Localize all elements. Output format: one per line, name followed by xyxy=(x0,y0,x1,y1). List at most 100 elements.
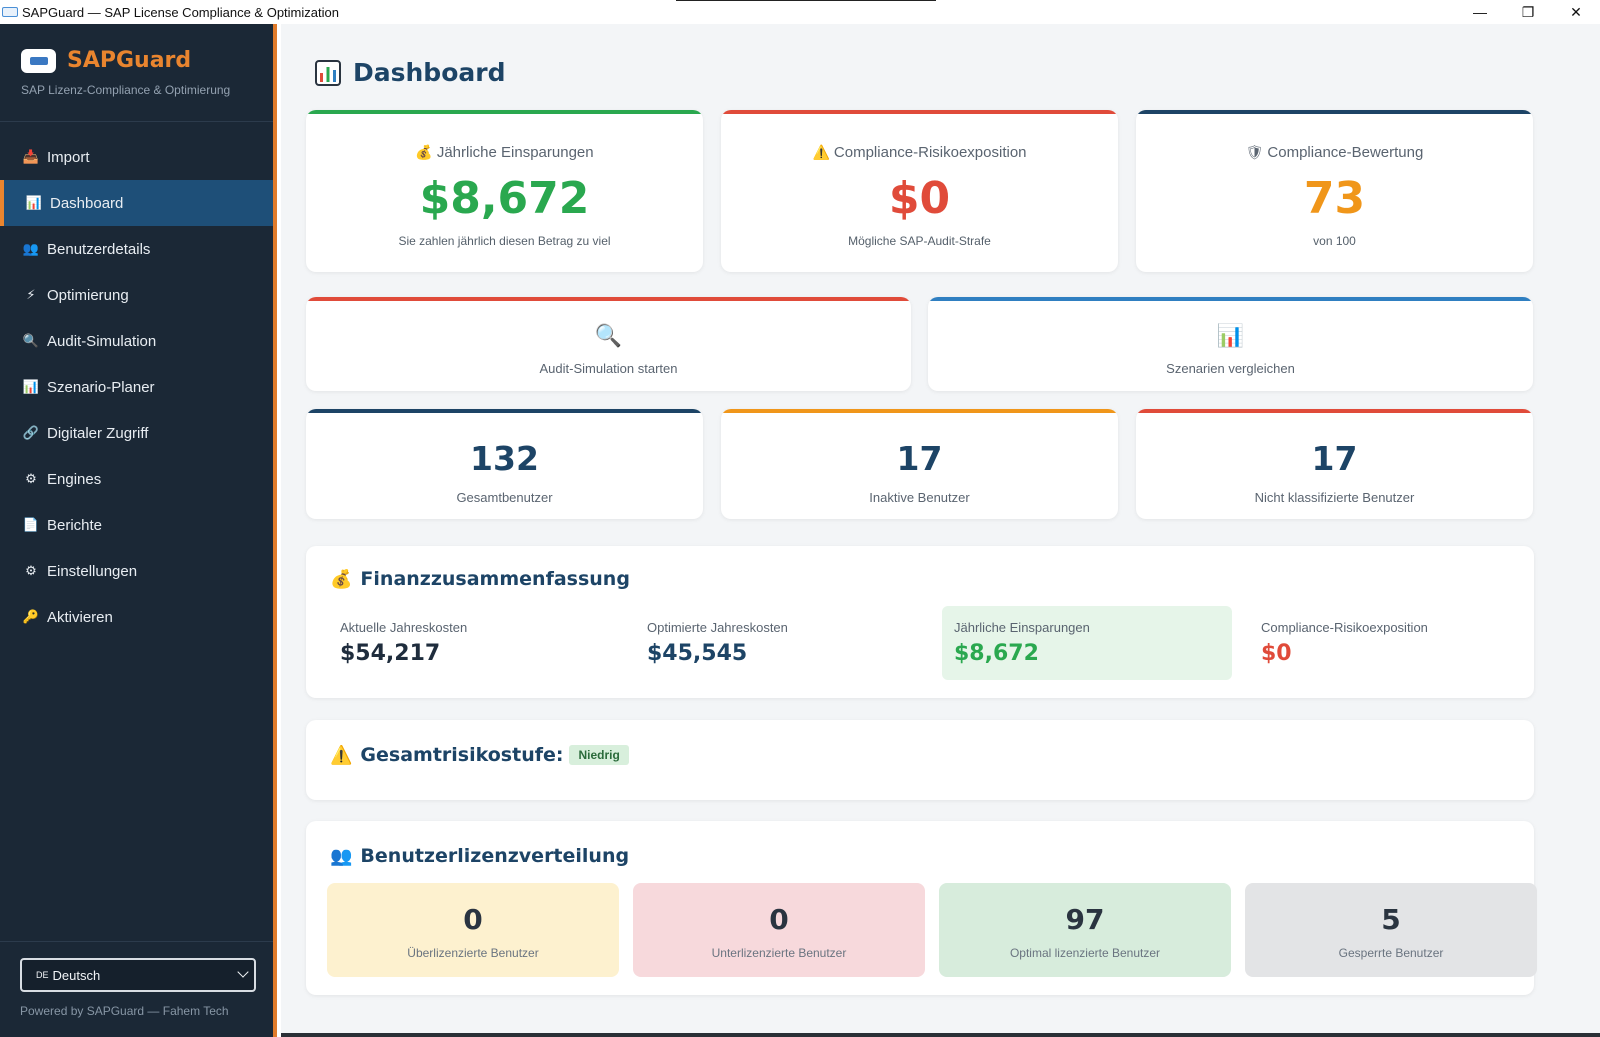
kpi-label: ⚠️ Compliance-Risikoexposition xyxy=(721,144,1118,161)
kpi-label: 💰 Jährliche Einsparungen xyxy=(306,144,703,161)
sidebar-item-szenario-planer[interactable]: 📊 Szenario-Planer xyxy=(0,364,273,410)
brand-logo-icon xyxy=(21,48,56,73)
sidebar-item-label: Berichte xyxy=(47,516,103,534)
finance-item: Aktuelle Jahreskosten $54,217 xyxy=(328,606,618,680)
distribution-value: 0 xyxy=(769,903,789,936)
sidebar-item-import[interactable]: 📥 Import xyxy=(0,134,273,180)
risk-level-header: ⚠️ Gesamtrisikostufe: Niedrig xyxy=(330,744,629,766)
kpi-card: 🛡 Compliance-Bewertung 73 von 100 xyxy=(1136,110,1533,272)
chart-icon: 📊 xyxy=(25,195,43,210)
risk-level-panel: ⚠️ Gesamtrisikostufe: Niedrig xyxy=(306,720,1534,800)
users-icon: 👥 xyxy=(330,845,353,866)
maximize-button[interactable]: ❐ xyxy=(1521,3,1535,20)
sidebar-item-benutzerdetails[interactable]: 👥 Benutzerdetails xyxy=(0,226,273,272)
kpi-label: 🛡 Compliance-Bewertung xyxy=(1136,144,1533,161)
license-distribution-header: 👥 Benutzerlizenzverteilung xyxy=(330,845,629,867)
gear-icon: ⚙ xyxy=(25,563,37,578)
link-icon: 🔗 xyxy=(22,425,40,440)
risk-level-title: Gesamtrisikostufe: xyxy=(360,744,564,766)
stat-value: 17 xyxy=(1311,439,1358,478)
sidebar-nav: 📥 Import 📊 Dashboard 👥 Benutzerdetails ⚡ Optimi… xyxy=(0,134,273,640)
kpi-note: Mögliche SAP-Audit-Strafe xyxy=(848,234,991,248)
action-card-audit-simulation[interactable]: 🔍 Audit-Simulation starten xyxy=(306,297,911,391)
sidebar-item-audit-simulation[interactable]: 🔍 Audit-Simulation xyxy=(0,318,273,364)
magnifier-icon: 🔍 xyxy=(594,323,623,348)
brand-name: SAPGuard xyxy=(67,48,192,73)
main-content: Dashboard 💰 Jährliche Einsparungen $8,672 S… xyxy=(281,24,1600,1037)
finance-item-value: $54,217 xyxy=(340,641,441,666)
window-title: SAPGuard — SAP License Compliance & Opti… xyxy=(22,4,339,20)
distribution-label: Optimal lizenzierte Benutzer xyxy=(1009,946,1161,960)
finance-summary-title: Finanzzusammenfassung xyxy=(360,568,630,590)
finance-summary-panel: 💰 Finanzzusammenfassung Aktuelle Jahresk… xyxy=(306,546,1534,698)
finance-item-label: Jährliche Einsparungen xyxy=(954,620,1090,635)
sidebar-item-berichte[interactable]: 📄 Berichte xyxy=(0,502,273,548)
sidebar-item-engines[interactable]: ⚙ Engines xyxy=(0,456,273,502)
bottom-edge xyxy=(281,1033,1600,1037)
sidebar-item-einstellungen[interactable]: ⚙ Einstellungen xyxy=(0,548,273,594)
money-bag-icon: 💰 xyxy=(330,568,353,589)
sidebar-item-label: Engines xyxy=(47,470,102,488)
stat-value: 132 xyxy=(470,439,539,478)
card-accent-bar xyxy=(306,409,703,413)
sidebar-item-label: Einstellungen xyxy=(47,562,138,580)
brand-tagline: SAP Lizenz-Compliance & Optimierung xyxy=(21,83,231,97)
license-distribution-title: Benutzerlizenzverteilung xyxy=(360,845,630,867)
sidebar-item-optimierung[interactable]: ⚡ Optimierung xyxy=(0,272,273,318)
warning-icon: ⚠️ xyxy=(330,744,353,765)
finance-summary-header: 💰 Finanzzusammenfassung xyxy=(330,568,630,590)
money-bag-icon: 💰 xyxy=(415,144,433,160)
kpi-note: Sie zahlen jährlich diesen Betrag zu vie… xyxy=(398,234,611,248)
chart-icon: 📊 xyxy=(22,379,40,394)
card-accent-bar xyxy=(306,297,911,301)
chart-icon: 📊 xyxy=(1216,323,1245,348)
kpi-value: $0 xyxy=(888,173,951,224)
minimize-button[interactable]: — xyxy=(1473,4,1487,20)
language-value: Deutsch xyxy=(52,967,101,983)
language-select[interactable]: DE Deutsch xyxy=(20,958,256,992)
stat-label: Nicht klassifizierte Benutzer xyxy=(1254,490,1415,505)
finance-item: Jährliche Einsparungen $8,672 xyxy=(942,606,1232,680)
card-accent-bar xyxy=(721,110,1118,114)
window-titlebar: SAPGuard — SAP License Compliance & Opti… xyxy=(0,0,1600,24)
warning-icon: ⚠️ xyxy=(812,144,830,160)
distribution-item: 0 Unterlizenzierte Benutzer xyxy=(633,883,925,977)
close-button[interactable]: ✕ xyxy=(1570,3,1582,20)
finance-item-value: $8,672 xyxy=(954,641,1039,666)
page-title: Dashboard xyxy=(353,58,506,87)
kpi-label-text: Compliance-Risikoexposition xyxy=(833,144,1027,161)
sidebar-item-label: Optimierung xyxy=(47,286,129,304)
distribution-label: Überlizenzierte Benutzer xyxy=(407,946,539,960)
sidebar-item-label: Dashboard xyxy=(50,194,124,212)
import-icon: 📥 xyxy=(22,149,40,164)
chevron-down-icon xyxy=(237,966,249,978)
finance-item-value: $45,545 xyxy=(647,641,748,666)
kpi-label-text: Compliance-Bewertung xyxy=(1267,144,1424,161)
gear-icon: ⚙ xyxy=(25,471,37,486)
finance-item-label: Compliance-Risikoexposition xyxy=(1261,620,1428,635)
finance-item-value: $0 xyxy=(1261,641,1292,666)
kpi-value: 73 xyxy=(1303,173,1366,224)
magnifier-icon: 🔍 xyxy=(22,333,40,348)
stat-label: Inaktive Benutzer xyxy=(869,490,970,505)
titlebar-accent-line xyxy=(676,0,936,1)
distribution-item: 97 Optimal lizenzierte Benutzer xyxy=(939,883,1231,977)
brand: SAPGuard SAP Lizenz-Compliance & Optimie… xyxy=(0,24,273,122)
sidebar-item-label: Audit-Simulation xyxy=(47,332,157,350)
finance-item-label: Optimierte Jahreskosten xyxy=(647,620,788,635)
distribution-item: 5 Gesperrte Benutzer xyxy=(1245,883,1537,977)
sidebar-item-label: Aktivieren xyxy=(47,608,113,626)
sidebar-item-label: Benutzerdetails xyxy=(47,240,151,258)
chart-icon xyxy=(315,59,341,86)
sidebar-item-label: Szenario-Planer xyxy=(47,378,155,396)
stat-card: 132 Gesamtbenutzer xyxy=(306,409,703,519)
shield-icon: 🛡 xyxy=(1245,144,1264,160)
sidebar-item-dashboard[interactable]: 📊 Dashboard xyxy=(0,180,273,226)
sidebar-item-digitaler-zugriff[interactable]: 🔗 Digitaler Zugriff xyxy=(0,410,273,456)
card-accent-bar xyxy=(1136,110,1533,114)
sidebar-item-aktivieren[interactable]: 🔑 Aktivieren xyxy=(0,594,273,640)
stat-card: 17 Inaktive Benutzer xyxy=(721,409,1118,519)
kpi-note: von 100 xyxy=(1313,234,1356,248)
action-card-compare-scenarios[interactable]: 📊 Szenarien vergleichen xyxy=(928,297,1533,391)
sidebar: SAPGuard SAP Lizenz-Compliance & Optimie… xyxy=(0,24,277,1037)
